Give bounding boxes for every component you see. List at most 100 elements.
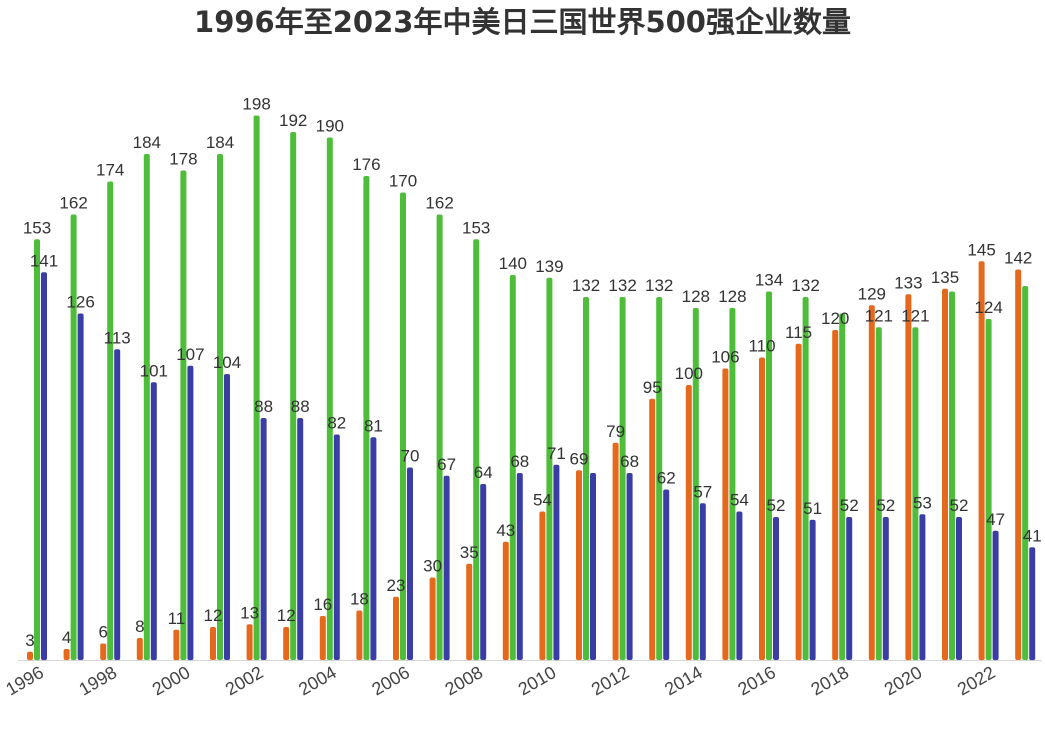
- bar-orange-2020: [905, 294, 912, 661]
- data-label-blue-2013: 62: [657, 469, 676, 488]
- bar-blue-2000: [187, 365, 194, 661]
- chart-title: 1996年至2023年中美日三国世界500强企业数量: [194, 5, 851, 39]
- bars-layer: [27, 115, 1036, 661]
- data-label-blue-2008: 64: [474, 463, 493, 482]
- bar-blue-2020: [919, 514, 926, 661]
- data-label-blue-1999: 101: [140, 361, 168, 380]
- bar-blue-1998: [114, 349, 121, 660]
- bar-orange-2014: [685, 385, 692, 660]
- x-tick-label-2000: 2000: [149, 662, 194, 699]
- data-label-green-2002: 198: [242, 95, 270, 114]
- data-label-orange-2005: 18: [350, 590, 369, 609]
- bar-green-2008: [473, 239, 480, 661]
- bar-green-1999: [143, 154, 150, 660]
- data-label-orange-2011: 69: [570, 449, 589, 468]
- data-label-green-2005: 176: [352, 155, 380, 174]
- data-label-orange-2010: 54: [533, 491, 552, 510]
- bar-blue-1997: [77, 313, 84, 660]
- bar-blue-1996: [41, 272, 47, 661]
- data-label-orange-1998: 6: [98, 623, 107, 642]
- data-label-green-2004: 190: [316, 117, 344, 136]
- x-tick-label-2012: 2012: [588, 662, 633, 699]
- x-tick-label-1996: 1996: [2, 662, 47, 699]
- data-label-green-2014: 128: [682, 287, 710, 306]
- bar-orange-1998: [100, 643, 107, 660]
- bar-blue-2008: [480, 484, 487, 660]
- data-label-green-2011: 132: [572, 276, 600, 295]
- data-label-orange-2004: 16: [313, 595, 332, 614]
- x-tick-label-2016: 2016: [734, 662, 779, 699]
- x-tick-label-2006: 2006: [368, 662, 413, 699]
- bar-orange-2008: [466, 563, 473, 661]
- bar-blue-2009: [516, 473, 523, 660]
- data-label-orange-2003: 12: [277, 606, 296, 625]
- bar-green-2010: [546, 277, 553, 661]
- data-label-blue-2016: 52: [767, 496, 786, 515]
- data-label-blue-2022: 47: [986, 510, 1005, 529]
- x-tick-label-2010: 2010: [515, 662, 560, 699]
- data-label-green-2015: 128: [718, 287, 746, 306]
- data-label-blue-2010: 71: [547, 444, 566, 463]
- bar-green-2017: [802, 297, 809, 660]
- bar-blue-2003: [297, 418, 304, 660]
- data-label-orange-2006: 23: [387, 576, 406, 595]
- data-label-green-2016: 134: [755, 271, 783, 290]
- data-label-blue-1996: 141: [30, 251, 58, 270]
- data-label-orange-1999: 8: [135, 617, 144, 636]
- data-label-blue-1998: 113: [104, 328, 131, 347]
- data-label-green-1998: 174: [96, 161, 124, 180]
- bar-orange-2017: [795, 343, 802, 661]
- bar-orange-2012: [612, 442, 619, 661]
- data-label-green-2022: 124: [974, 298, 1002, 317]
- x-tick-label-2014: 2014: [661, 662, 706, 699]
- bar-orange-2021: [942, 288, 948, 661]
- data-label-blue-2005: 81: [364, 416, 383, 435]
- data-label-green-2012: 132: [608, 276, 636, 295]
- bar-orange-2011: [576, 470, 582, 661]
- x-tick-label-2004: 2004: [295, 662, 340, 699]
- bar-green-2020: [912, 327, 919, 661]
- bar-orange-1997: [63, 649, 70, 660]
- bar-green-2018: [839, 313, 846, 660]
- bar-green-2021: [949, 291, 955, 660]
- bar-orange-2010: [539, 511, 546, 660]
- data-label-orange-2022: 145: [967, 240, 995, 259]
- bar-green-2001: [217, 154, 223, 660]
- bar-blue-2004: [333, 434, 340, 660]
- data-label-orange-2018: 120: [821, 309, 849, 328]
- data-label-blue-2000: 107: [176, 345, 204, 364]
- data-label-blue-2003: 88: [291, 397, 310, 416]
- data-label-blue-2004: 82: [327, 414, 346, 433]
- data-label-blue-2018: 52: [840, 496, 859, 515]
- data-label-orange-2014: 100: [675, 364, 703, 383]
- data-label-blue-2002: 88: [254, 397, 273, 416]
- data-label-blue-1997: 126: [66, 293, 94, 312]
- data-label-orange-2023: 142: [1004, 249, 1032, 268]
- data-label-blue-2012: 68: [620, 452, 639, 471]
- bar-blue-2022: [992, 530, 999, 661]
- data-label-orange-2013: 95: [643, 378, 662, 397]
- bar-blue-2017: [809, 519, 816, 661]
- bar-green-1997: [70, 214, 77, 660]
- bar-orange-1999: [136, 638, 143, 660]
- bar-orange-2009: [502, 541, 509, 661]
- bar-blue-2011: [590, 473, 596, 660]
- bar-blue-2021: [956, 517, 962, 660]
- bar-orange-2015: [722, 368, 729, 660]
- bar-orange-2007: [429, 577, 436, 660]
- bar-green-2005: [363, 176, 370, 660]
- data-label-green-2007: 162: [425, 194, 453, 213]
- x-tick-label-2002: 2002: [222, 662, 267, 699]
- data-label-orange-2020: 133: [894, 273, 922, 292]
- x-axis-ticks: 1996 1998 2000 2002 2004 2006 2008 2010 2012 2014…: [2, 662, 998, 699]
- data-label-green-1996: 153: [23, 218, 51, 237]
- data-label-green-2006: 170: [389, 172, 417, 191]
- bar-green-2006: [400, 192, 406, 660]
- data-label-blue-2001: 104: [213, 353, 241, 372]
- bar-green-2009: [509, 275, 516, 660]
- bar-blue-2016: [773, 517, 779, 660]
- data-label-blue-2020: 53: [913, 493, 932, 512]
- data-label-orange-2012: 79: [606, 422, 625, 441]
- x-tick-label-2018: 2018: [808, 662, 853, 699]
